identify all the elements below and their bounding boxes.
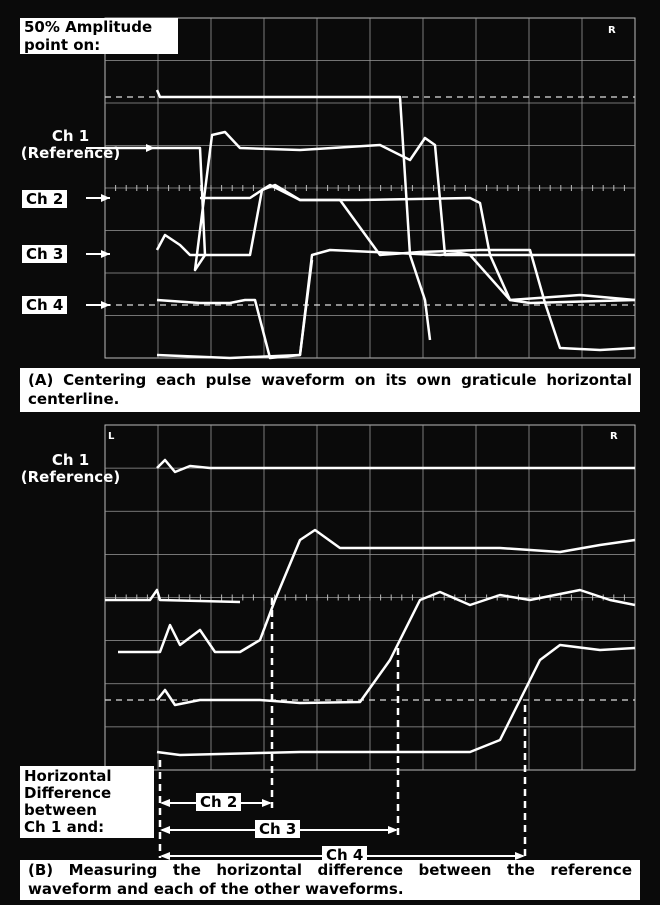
label-text: Ch 1 and: — [24, 818, 105, 836]
waveform — [156, 588, 636, 707]
heading-line: point on: — [24, 36, 101, 54]
arrow-head — [388, 826, 398, 834]
waveform — [105, 588, 241, 604]
heading-line: 50% Amplitude — [24, 18, 153, 36]
waveform — [156, 643, 636, 757]
difference-label: Horizontal Difference between Ch 1 and: — [20, 766, 154, 838]
corner-mark: R — [610, 431, 618, 442]
label-text: Difference — [24, 784, 112, 802]
waveform — [155, 183, 636, 352]
ch3-label: Ch 3 — [22, 245, 68, 263]
arrow-label: Ch 4 — [322, 846, 368, 864]
caption: (A) Centering each pulse waveform on its… — [20, 368, 640, 412]
arrow-head — [160, 799, 170, 807]
ch4-label: Ch 4 — [22, 296, 68, 314]
arrow-head — [160, 826, 170, 834]
waveform — [156, 458, 635, 474]
heading-box: 50% Amplitude point on: — [20, 18, 178, 54]
corner-mark: L — [108, 431, 115, 442]
waveform — [118, 528, 636, 654]
arrow-head — [515, 852, 525, 860]
corner-mark: R — [608, 25, 616, 36]
waveform — [105, 130, 635, 272]
arrow-label: Ch 2 — [196, 793, 242, 811]
arrow-head — [101, 250, 110, 258]
arrow-head — [146, 144, 155, 152]
waveform — [200, 183, 636, 305]
waveform — [155, 89, 432, 341]
label-text: between — [24, 801, 97, 819]
arrow-head — [262, 799, 272, 807]
label-text: Ch 1 — [51, 127, 90, 145]
arrow-label: Ch 3 — [255, 820, 301, 838]
caption: (B) Measuring the horizontal difference … — [20, 860, 640, 900]
label-text: Horizontal — [24, 767, 112, 785]
waveform — [156, 259, 314, 360]
arrow-head — [101, 194, 110, 202]
ch1-label: Ch 1 (Reference) — [18, 452, 123, 486]
ch2-label: Ch 2 — [22, 190, 68, 208]
waveform — [156, 248, 636, 360]
ch1-label: Ch 1 (Reference) — [18, 128, 123, 162]
label-text: (Reference) — [20, 468, 121, 486]
arrow-head — [160, 852, 170, 860]
label-text: Ch 1 — [51, 451, 90, 469]
arrow-head — [101, 301, 110, 309]
label-text: (Reference) — [20, 144, 121, 162]
